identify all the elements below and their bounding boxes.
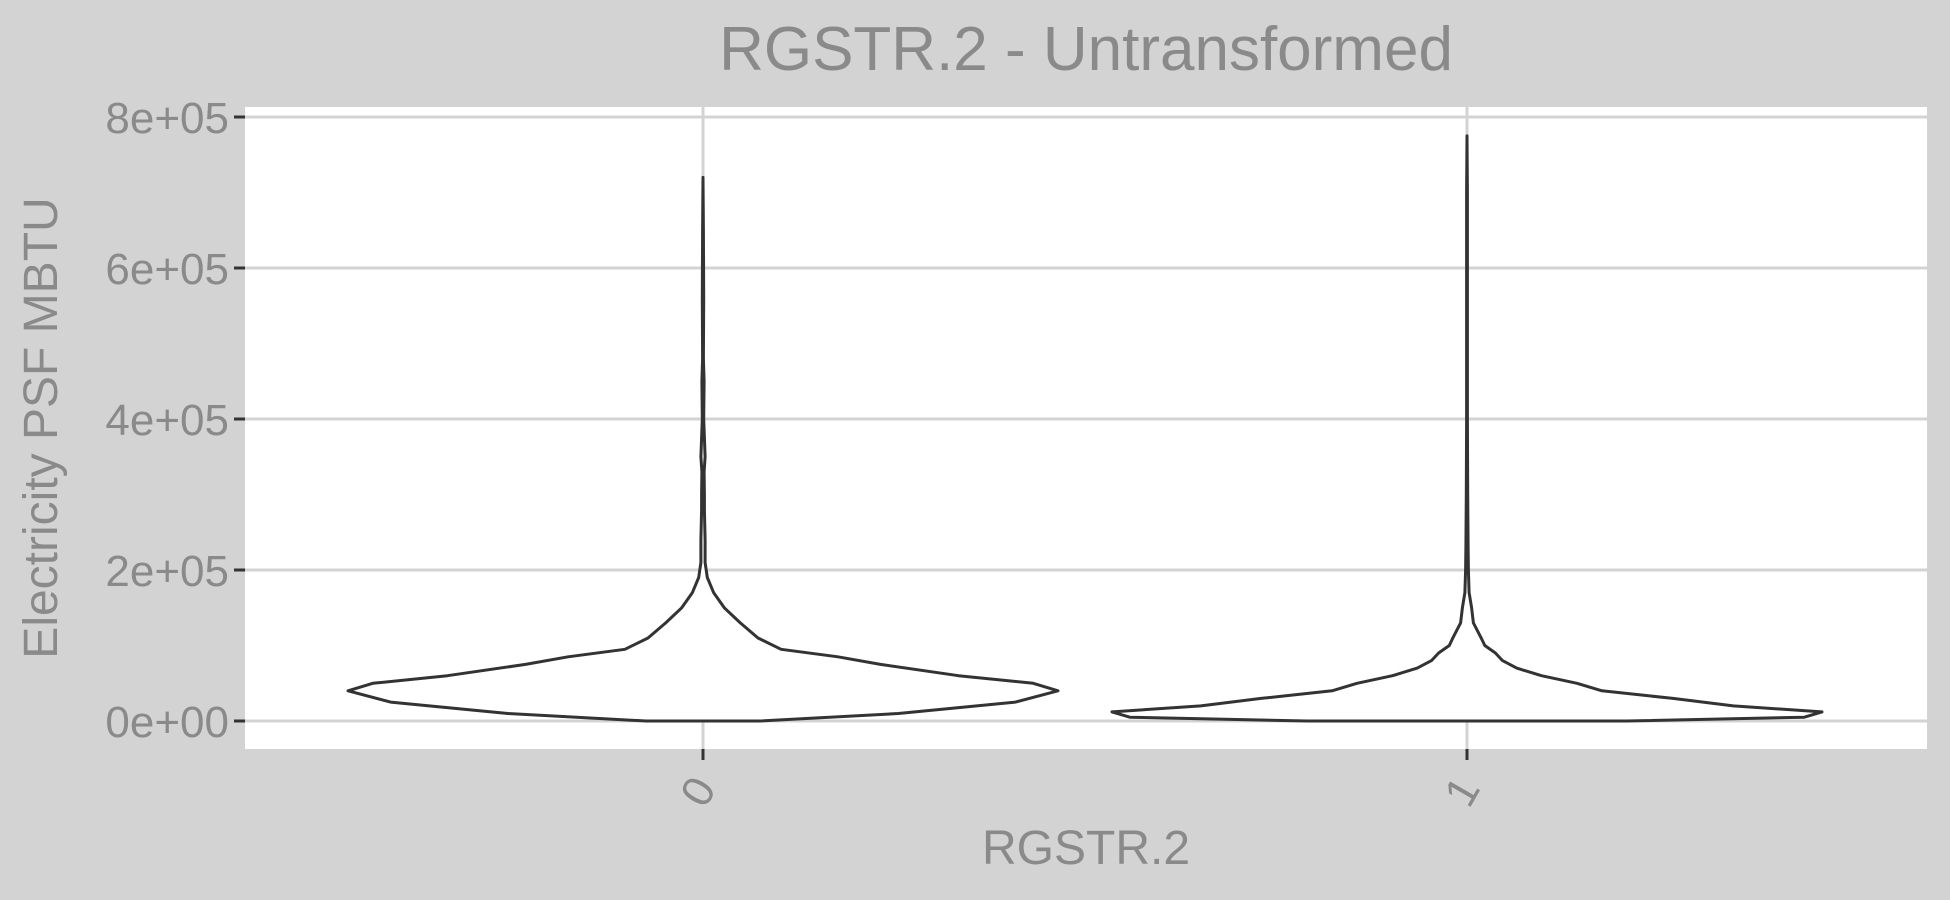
violin-1 bbox=[1110, 134, 1824, 723]
y-tick-label: 6e+05 bbox=[105, 245, 229, 294]
x-axis-title: RGSTR.2 bbox=[982, 822, 1190, 875]
violin-0 bbox=[346, 175, 1060, 723]
y-axis-title: Electricity PSF MBTU bbox=[15, 197, 68, 658]
plot-panel bbox=[245, 107, 1927, 749]
y-tick-label: 2e+05 bbox=[105, 547, 229, 596]
chart-title: RGSTR.2 - Untransformed bbox=[719, 15, 1453, 84]
y-tick-label: 0e+00 bbox=[105, 698, 229, 747]
y-tick-label: 8e+05 bbox=[105, 94, 229, 143]
y-tick-label: 4e+05 bbox=[105, 396, 229, 445]
violins bbox=[346, 134, 1824, 723]
